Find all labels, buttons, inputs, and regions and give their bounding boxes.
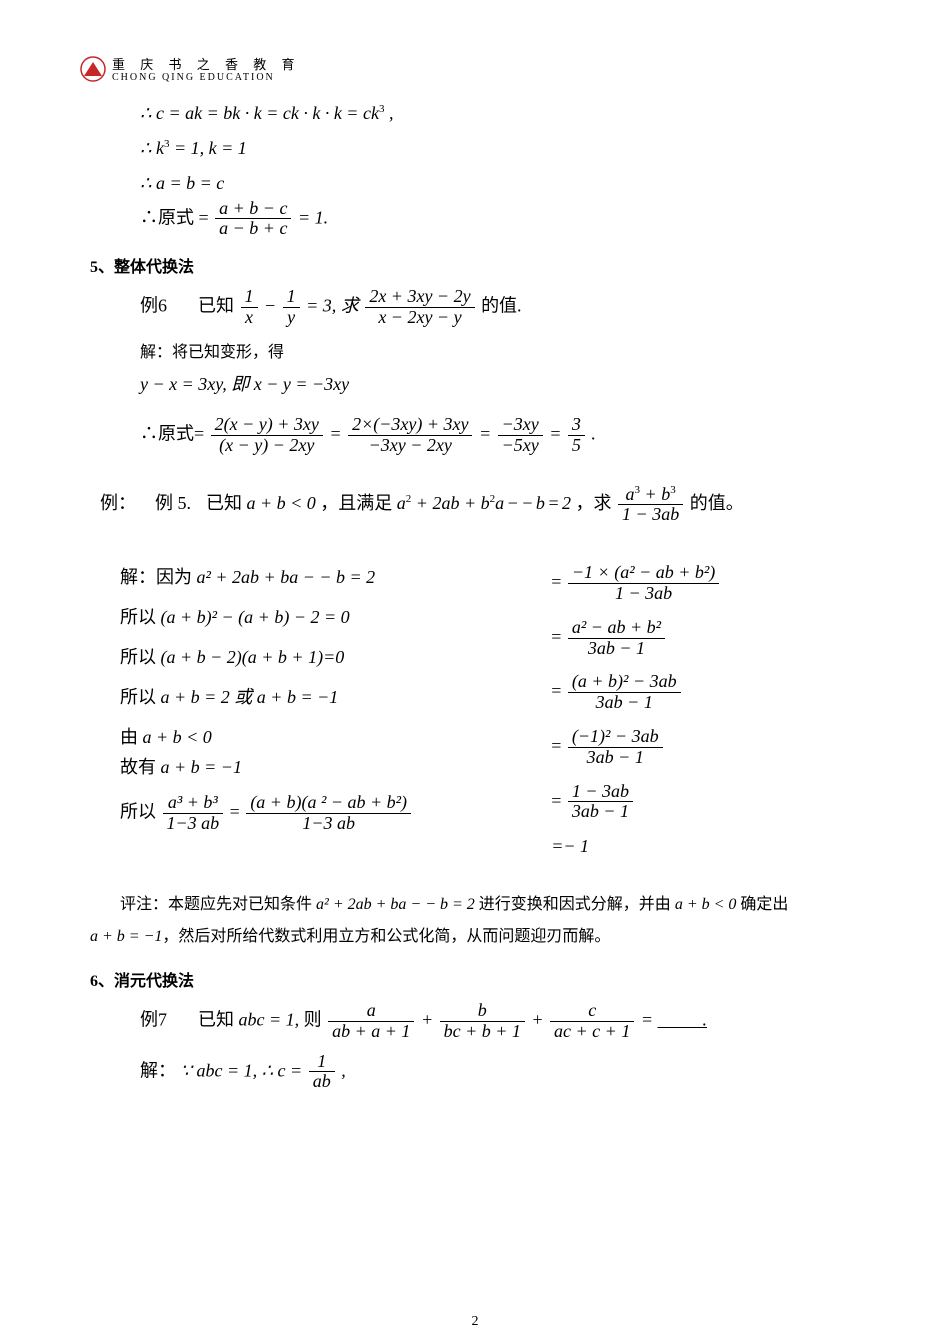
frac-abc: a + b − c a − b + c — [215, 199, 291, 240]
page: 重 庆 书 之 香 教 育 CHONG QING EDUCATION ∴ c =… — [0, 0, 950, 1344]
s5l-r6: 故有 a + b = −1 — [120, 753, 551, 779]
example-7: 例7 已知 abc = 1, 则 aab + a + 1 + bbc + b +… — [140, 1001, 870, 1042]
frac-big: 2x + 3xy − 2yx − 2xy − y — [365, 287, 474, 328]
line-yuanshi1: ∴原式 = a + b − c a − b + c = 1. — [140, 199, 870, 240]
s5l-r4: 所以 a + b = 2 或 a + b = −1 — [120, 683, 551, 709]
line-abc: ∴ a = b = c — [140, 171, 870, 196]
page-number: 2 — [0, 1314, 950, 1330]
solution-5: 解：因为 a² + 2ab + ba − − b = 2 所以 (a + b)²… — [120, 549, 870, 871]
s5r-r5: = 1 − 3ab3ab − 1 — [551, 782, 870, 823]
sol-line1: y − x = 3xy, 即 x − y = −3xy — [140, 372, 870, 397]
example-6: 例6 已知 1x − 1y = 3, 求 2x + 3xy − 2yx − 2x… — [140, 287, 870, 328]
l4-pre: ∴原式 = — [140, 207, 213, 227]
brand-en: CHONG QING EDUCATION — [112, 72, 301, 83]
brand-header: 重 庆 书 之 香 教 育 CHONG QING EDUCATION — [80, 54, 870, 83]
s5r-r2: = a² − ab + b²3ab − 1 — [551, 618, 870, 659]
sol-label: 解：将已知变形，得 — [140, 338, 870, 362]
s5l-r2: 所以 (a + b)² − (a + b) − 2 = 0 — [120, 603, 551, 629]
commentary: 评注：本题应先对已知条件 a² + 2ab + ba − − b = 2 进行变… — [120, 889, 860, 953]
l2: ∴ k — [140, 138, 164, 158]
l4-num: a + b − c — [215, 199, 291, 220]
ex6-tail: 的值. — [481, 296, 522, 316]
l2-tail: = 1, k = 1 — [169, 138, 246, 158]
s5r-r6: =− 1 — [551, 836, 870, 857]
example-5-prompt: 例： 例 5. 已知 a + b < 0 ，且满足 a2 + 2ab + b2a… — [100, 484, 870, 526]
s5l-r1: 解：因为 a² + 2ab + ba − − b = 2 — [120, 563, 551, 589]
s5r-r3: = (a + b)² − 3ab3ab − 1 — [551, 672, 870, 713]
section-5-title: 5、整体代换法 — [90, 253, 870, 277]
s5l-r5: 由 a + b < 0 — [120, 723, 551, 749]
yuanshi-chain: ∴原式= 2(x − y) + 3xy(x − y) − 2xy = 2×(−3… — [140, 415, 870, 456]
section-6-title: 6、消元代换法 — [90, 967, 870, 991]
s5r-r4: = (−1)² − 3ab3ab − 1 — [551, 727, 870, 768]
brand-text: 重 庆 书 之 香 教 育 CHONG QING EDUCATION — [112, 54, 301, 83]
brand-cn: 重 庆 书 之 香 教 育 — [112, 54, 301, 73]
sol5-right: = −1 × (a² − ab + b²)1 − 3ab = a² − ab +… — [551, 549, 870, 871]
frac-1y: 1y — [283, 287, 300, 328]
s5r-r1: = −1 × (a² − ab + b²)1 − 3ab — [551, 563, 870, 604]
sol7: 解： ∵ abc = 1, ∴ c = 1ab , — [140, 1052, 870, 1093]
l4-tail: = 1. — [298, 207, 328, 227]
ex6-pre: 已知 — [198, 296, 239, 316]
l4-den: a − b + c — [215, 219, 291, 239]
l1-tail: , — [384, 103, 393, 123]
logo-icon — [80, 56, 106, 82]
sol5-left: 解：因为 a² + 2ab + ba − − b = 2 所以 (a + b)²… — [120, 549, 551, 848]
s5l-r3: 所以 (a + b − 2)(a + b + 1)=0 — [120, 643, 551, 669]
ex6-label: 例6 — [140, 296, 167, 316]
line-k3: ∴ k3 = 1, k = 1 — [140, 136, 870, 161]
frac-1x: 1x — [241, 287, 258, 328]
l1: ∴ c = ak = bk · k = ck · k · k = ck — [140, 103, 379, 123]
answer-blank: . — [657, 1010, 707, 1030]
s5l-r7: 所以 a³ + b³1−3 ab = (a + b)(a ² − ab + b²… — [120, 793, 551, 834]
line-c-eq: ∴ c = ak = bk · k = ck · k · k = ck3 , — [140, 101, 870, 126]
